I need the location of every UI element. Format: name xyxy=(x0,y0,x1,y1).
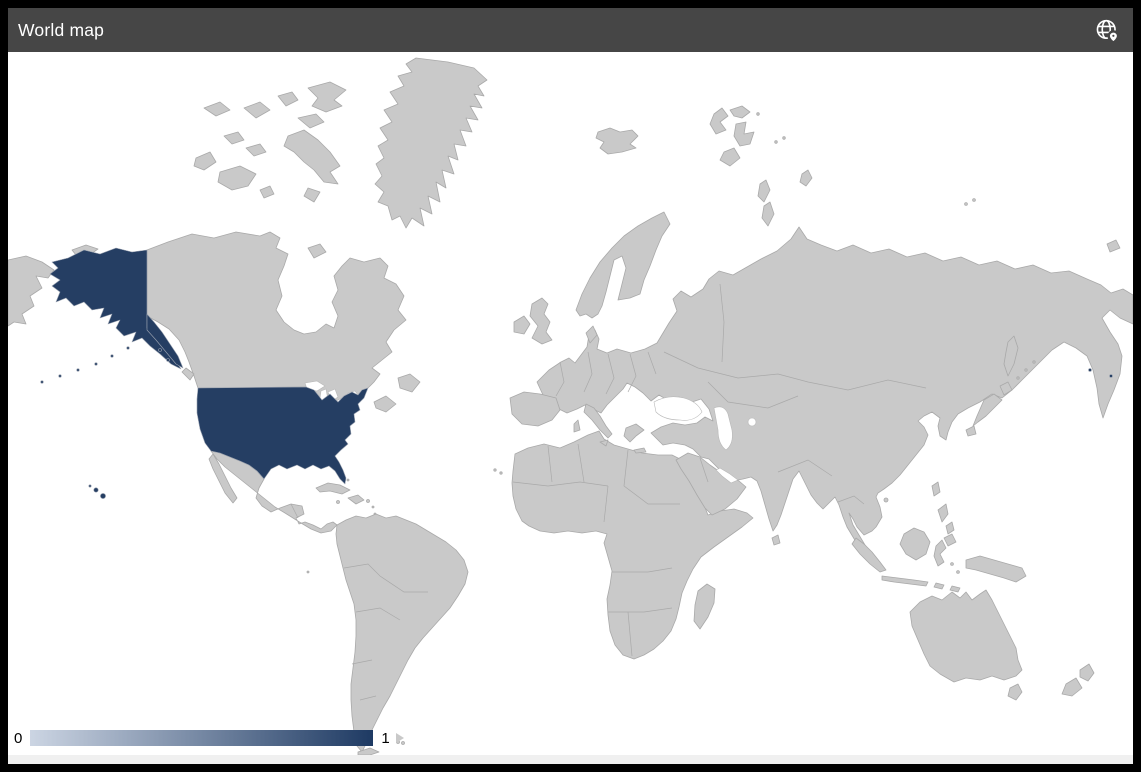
region-greenland xyxy=(374,57,488,229)
region-ireland xyxy=(513,315,531,335)
world-map[interactable] xyxy=(8,52,1133,755)
legend-max-label: 1 xyxy=(381,729,390,747)
region-new-zealand xyxy=(1079,663,1095,682)
map-area: 0 1 xyxy=(8,52,1133,755)
us-hawaii xyxy=(93,487,99,493)
region-iberia xyxy=(509,391,561,427)
us-alaska-panhandle xyxy=(146,313,184,369)
region-new-guinea xyxy=(965,555,1027,583)
persian-gulf xyxy=(715,467,739,484)
region-south-america xyxy=(335,513,469,753)
us-mainland xyxy=(196,386,369,485)
aral-sea xyxy=(747,417,757,427)
chart-header: World map xyxy=(8,8,1133,52)
region-madagascar xyxy=(693,583,716,630)
region-australia xyxy=(909,589,1023,683)
map-countries[interactable] xyxy=(8,57,1133,755)
black-sea xyxy=(653,396,703,421)
region-italy xyxy=(583,403,613,439)
page-title: World map xyxy=(18,19,105,40)
region-eurasia xyxy=(536,226,1133,556)
region-united-states[interactable] xyxy=(40,247,1113,499)
country-borders xyxy=(290,283,927,701)
region-indonesia xyxy=(851,537,887,573)
footer-strip xyxy=(8,755,1133,764)
legend-gradient-bar xyxy=(30,730,374,746)
region-greece xyxy=(623,423,645,443)
globe-icon-graphic xyxy=(1096,19,1120,43)
region-iceland xyxy=(595,127,639,155)
caspian-sea xyxy=(713,406,733,451)
region-arabia xyxy=(675,452,747,516)
chart-frame: World map xyxy=(8,8,1133,764)
region-philippines xyxy=(937,503,949,523)
region-scandinavia xyxy=(575,211,671,319)
globe-location-icon[interactable] xyxy=(1093,16,1121,44)
region-canada xyxy=(146,231,407,403)
region-japan xyxy=(999,381,1013,396)
color-legend: 0 1 xyxy=(14,730,404,746)
region-tasmania xyxy=(1007,683,1023,701)
region-great-britain xyxy=(529,297,553,345)
legend-marker-triangle-icon xyxy=(395,733,404,743)
legend-min-label: 0 xyxy=(14,729,23,747)
